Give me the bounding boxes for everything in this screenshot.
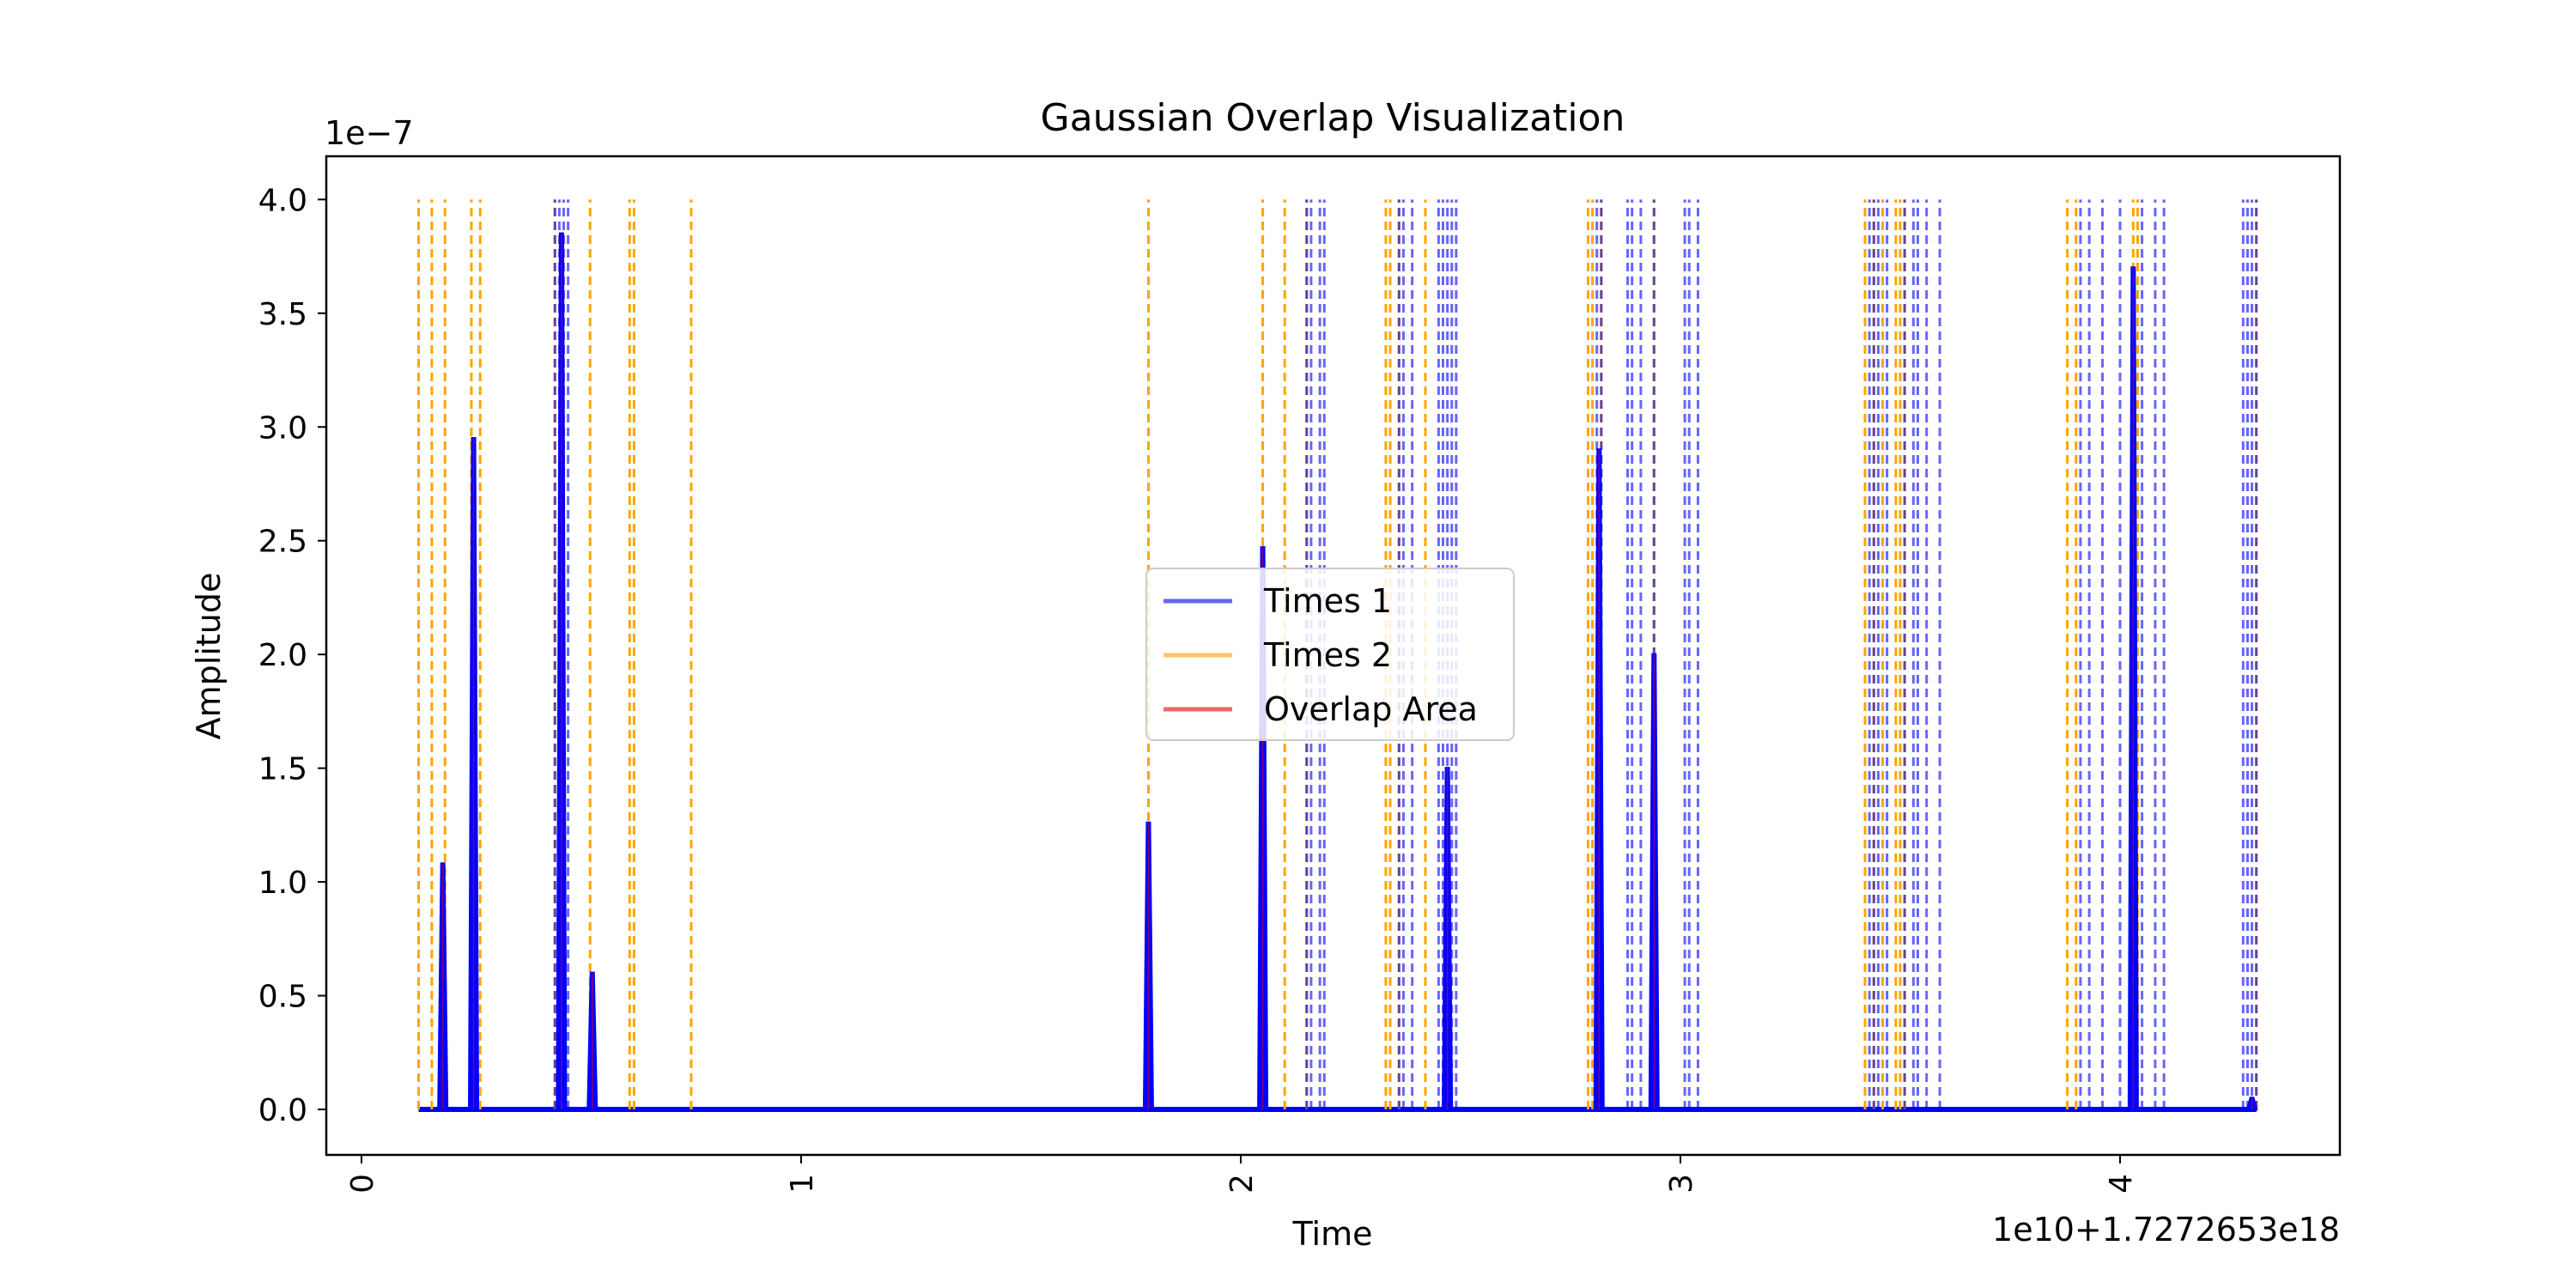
y-tick-label: 3.5 (258, 297, 307, 332)
y-tick-label: 4.0 (258, 183, 307, 218)
legend: Times 1 Times 2 Overlap Area (1145, 568, 1515, 741)
y-tick-label: 0.0 (258, 1093, 307, 1128)
axes-frame (325, 155, 2342, 1157)
legend-label-overlap-area: Overlap Area (1264, 690, 1478, 728)
chart-title: Gaussian Overlap Visualization (1041, 96, 1625, 140)
y-tick-label: 0.5 (258, 980, 307, 1015)
x-offset-text: 1e10+1.7272653e18 (1992, 1211, 2340, 1249)
x-tick-label: 4 (2104, 1174, 2139, 1194)
x-tick-label: 1 (785, 1174, 820, 1194)
x-tick-label: 3 (1664, 1174, 1699, 1194)
plot-area (417, 199, 2258, 1113)
y-tick-label: 2.0 (258, 638, 307, 673)
x-axis-label: Time (1292, 1215, 1373, 1253)
y-tick-label: 1.5 (258, 752, 307, 787)
x-tick-label: 2 (1224, 1174, 1260, 1194)
legend-box (1145, 568, 1515, 741)
x-tick-label: 0 (345, 1174, 380, 1194)
y-tick-label: 2.5 (258, 525, 307, 560)
y-tick-label: 3.0 (258, 410, 307, 446)
y-axis-label: Amplitude (190, 573, 228, 740)
legend-label-times-2: Times 2 (1263, 636, 1392, 674)
legend-label-times-1: Times 1 (1263, 582, 1392, 620)
y-tick-label: 1.0 (258, 866, 307, 901)
y-scale-text: 1e−7 (325, 114, 414, 152)
axis-ticks: 0.0 0.5 1.0 1.5 2.0 2.5 3.0 3.5 4.0 0 1 2 3 4 (258, 183, 2139, 1194)
